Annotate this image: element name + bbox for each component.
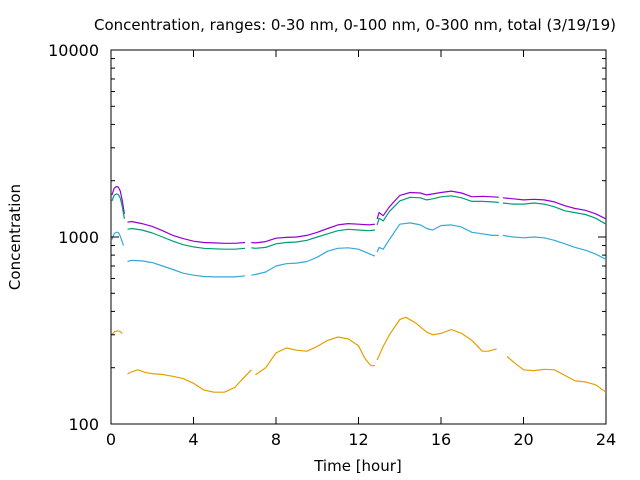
- series-segment: [506, 355, 607, 393]
- series-segment: [111, 193, 125, 220]
- series-segment: [376, 222, 499, 253]
- chart-title: Concentration, ranges: 0-30 nm, 0-100 nm…: [94, 16, 616, 34]
- series-segment: [502, 202, 607, 225]
- series-segment: [111, 231, 124, 246]
- x-tick-label: 16: [431, 430, 451, 449]
- series-segment: [127, 220, 246, 244]
- x-tick-label: 20: [513, 430, 533, 449]
- series-segment: [502, 234, 607, 260]
- series-line-3: [111, 222, 607, 278]
- series-segment: [376, 195, 499, 226]
- series-segment: [251, 228, 376, 249]
- y-axis: 100 1000 10000: [48, 41, 606, 434]
- series-segment: [251, 223, 376, 244]
- x-tick-label: 24: [596, 430, 616, 449]
- series-segment: [111, 330, 123, 336]
- series-line-2: [111, 193, 607, 250]
- x-tick-label: 4: [188, 430, 198, 449]
- y-tick-label: 100: [68, 415, 99, 434]
- series-line-1: [111, 186, 607, 244]
- x-axis-label: Time [hour]: [313, 457, 402, 475]
- x-axis: 0 4 8 12 16 20 24: [106, 50, 616, 449]
- series-segment: [127, 369, 252, 393]
- series-segment: [502, 197, 607, 220]
- x-tick-label: 12: [348, 430, 368, 449]
- y-axis-label: Concentration: [6, 184, 24, 290]
- series-segment: [251, 247, 376, 276]
- series-layer: [111, 186, 607, 393]
- series-line-4: [111, 316, 607, 393]
- series-segment: [111, 186, 125, 214]
- series-segment: [255, 336, 375, 376]
- x-tick-label: 0: [106, 430, 116, 449]
- series-segment: [127, 259, 246, 278]
- series-segment: [376, 190, 499, 220]
- y-tick-label: 1000: [58, 228, 99, 247]
- y-tick-label: 10000: [48, 41, 99, 60]
- series-segment: [127, 227, 246, 250]
- series-segment: [376, 316, 497, 361]
- x-tick-label: 8: [271, 430, 281, 449]
